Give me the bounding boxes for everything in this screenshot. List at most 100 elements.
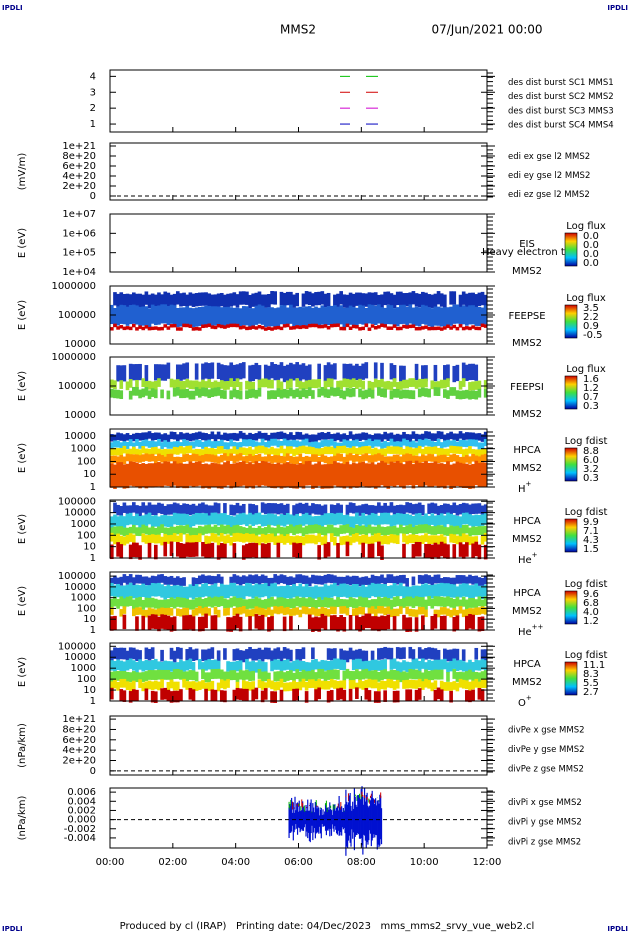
spectrogram-cell bbox=[351, 671, 356, 681]
spectrogram-cell bbox=[160, 688, 164, 700]
spectrogram-cell bbox=[298, 609, 303, 618]
spectrogram-cell bbox=[449, 690, 453, 703]
spectrogram-cell bbox=[251, 648, 256, 661]
spectrogram-cell bbox=[197, 327, 202, 331]
spectrogram-cell bbox=[443, 326, 447, 330]
spectrogram-cell bbox=[257, 584, 262, 598]
spectrogram-cell bbox=[465, 524, 469, 534]
spectrogram-cell bbox=[113, 323, 117, 328]
spectrogram-cell bbox=[245, 582, 249, 597]
y-tick-label: 0 bbox=[90, 191, 96, 202]
spectrogram-cell bbox=[417, 378, 422, 388]
spectrogram-cell bbox=[329, 660, 334, 671]
spectrogram-cell bbox=[119, 462, 124, 487]
spectrogram-cell bbox=[307, 387, 312, 396]
spectrogram-cell bbox=[128, 647, 133, 659]
spectrogram-cell bbox=[182, 661, 186, 672]
spectrogram-cell bbox=[122, 647, 127, 660]
spectrogram-cell bbox=[323, 307, 328, 327]
spectrogram-cell bbox=[285, 671, 290, 681]
spectrogram-cell bbox=[197, 586, 202, 600]
spectrogram-cell bbox=[166, 576, 171, 586]
spectrogram-cell bbox=[201, 599, 205, 609]
spectrogram-cell bbox=[194, 461, 199, 487]
spectrogram-cell bbox=[241, 439, 246, 447]
spectrogram-cell bbox=[110, 527, 114, 537]
spectrogram-cell bbox=[131, 542, 136, 558]
spectrogram-cell bbox=[443, 615, 447, 631]
spectrogram-cell bbox=[135, 672, 139, 683]
spectrogram-cell bbox=[201, 616, 205, 632]
spectrogram-cell bbox=[439, 669, 444, 680]
spectrogram-cell bbox=[163, 304, 168, 324]
spectrogram-cell bbox=[223, 453, 227, 461]
spectrogram-cell bbox=[370, 324, 375, 328]
spectrogram-cell bbox=[333, 658, 337, 669]
spectrogram-cell bbox=[110, 532, 114, 542]
spectrogram-cell bbox=[273, 536, 278, 545]
spectrogram-cell bbox=[191, 433, 196, 441]
spectrogram-cell bbox=[339, 659, 343, 670]
spectrogram-cell bbox=[260, 661, 265, 672]
spectrogram-cell bbox=[248, 503, 252, 515]
spectrogram-cell bbox=[424, 524, 428, 533]
spectrogram-cell bbox=[141, 682, 146, 692]
spectrogram-cell bbox=[483, 584, 488, 598]
logo: IPDLI bbox=[2, 925, 23, 933]
side-label: FEEPSI bbox=[510, 382, 544, 393]
spectrogram-cell bbox=[232, 307, 237, 327]
spectrogram-cell bbox=[458, 527, 463, 537]
spectrogram-cell bbox=[182, 323, 186, 328]
spectrogram-cell bbox=[411, 669, 416, 680]
spectrogram-cell bbox=[245, 681, 249, 690]
spectrogram-cell bbox=[122, 502, 127, 513]
spectrogram-cell bbox=[345, 599, 350, 610]
spectrogram-cell bbox=[116, 456, 120, 464]
spectrogram-cell bbox=[314, 292, 318, 306]
colorbar-tick-label: 0.9 bbox=[583, 321, 599, 332]
spectrogram-cell bbox=[169, 608, 174, 616]
spectrogram-cell bbox=[144, 688, 149, 701]
spectrogram-cell bbox=[194, 607, 199, 616]
spectrogram-cell bbox=[342, 363, 347, 380]
spectrogram-cell bbox=[389, 669, 394, 680]
spectrogram-cell bbox=[223, 381, 227, 390]
spectrogram-cell bbox=[245, 543, 249, 559]
spectrogram-cell bbox=[392, 378, 397, 387]
spectrogram-cell bbox=[128, 326, 133, 331]
spectrogram-cell bbox=[439, 596, 444, 607]
y-tick-label: 2e+20 bbox=[62, 756, 96, 767]
spectrogram-cell bbox=[411, 534, 416, 544]
spectrogram-cell bbox=[131, 304, 136, 324]
spectrogram-cell bbox=[150, 440, 155, 448]
spectrogram-cell bbox=[160, 515, 164, 527]
spectrogram-cell bbox=[213, 668, 218, 679]
spectrogram-cell bbox=[216, 464, 221, 489]
spectrogram-cell bbox=[210, 381, 215, 391]
spectrogram-cell bbox=[267, 448, 271, 456]
spectrogram-cell bbox=[483, 607, 488, 615]
spectrogram-cell bbox=[150, 381, 155, 391]
spectrogram-cell bbox=[248, 671, 252, 682]
spectrogram-cell bbox=[345, 323, 350, 328]
spectrogram-cell bbox=[326, 446, 331, 455]
spectrogram-cell bbox=[141, 576, 146, 586]
spectrogram-cell bbox=[201, 432, 205, 441]
spectrogram-cell bbox=[323, 388, 328, 398]
spectrogram-cell bbox=[226, 433, 230, 441]
spectrogram-cell bbox=[179, 525, 183, 534]
spectrogram-cell bbox=[471, 292, 475, 306]
spectrogram-cell bbox=[279, 455, 284, 464]
spectrogram-cell bbox=[471, 543, 475, 558]
spectrogram-cell bbox=[201, 464, 205, 489]
spectrogram-cell bbox=[279, 445, 284, 454]
spectrogram-cell bbox=[179, 597, 183, 608]
spectrogram-cell bbox=[116, 533, 120, 543]
spectrogram-cell bbox=[241, 606, 246, 614]
spectrogram-cell bbox=[370, 292, 375, 306]
spectrogram-cell bbox=[348, 647, 353, 660]
spectrogram-cell bbox=[128, 682, 133, 691]
spectrogram-cell bbox=[351, 516, 356, 528]
spectrogram-cell bbox=[119, 647, 124, 660]
